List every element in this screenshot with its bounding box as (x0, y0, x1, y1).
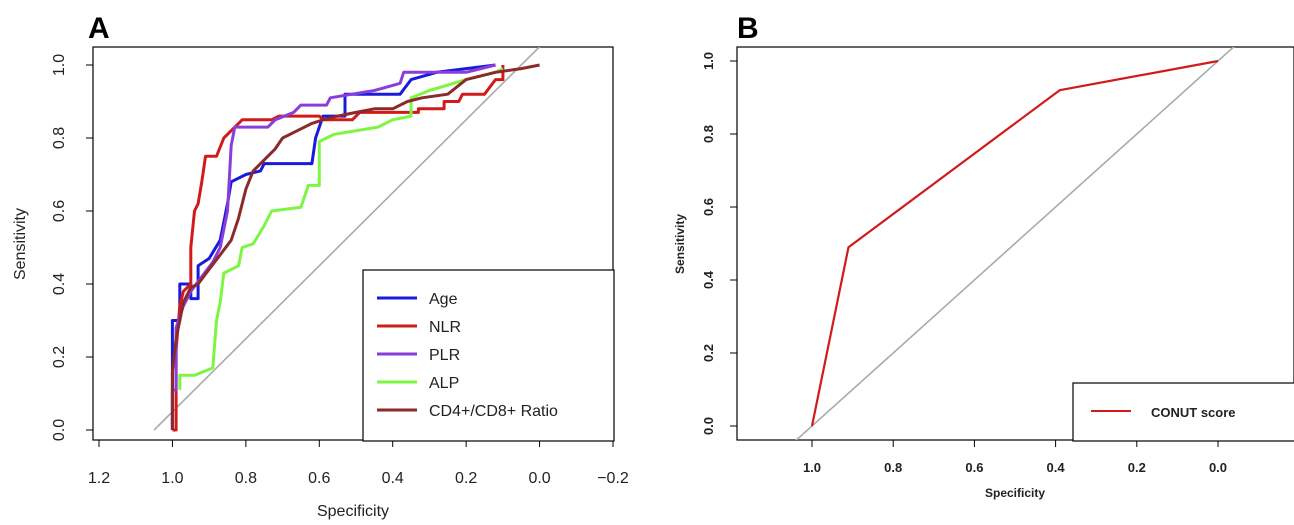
x-tick-label: 0.0 (528, 470, 550, 487)
panel-a-legend: Age NLR PLR ALP CD4+/CD8+ Ratio (362, 269, 615, 442)
panel-b-y-axis: 0.0 0.2 0.4 0.6 0.8 1.0 (701, 52, 738, 435)
panel-b-x-axis: 1.0 0.8 0.6 0.4 0.2 0.0 (803, 439, 1227, 475)
y-tick-label: 0.4 (701, 270, 716, 289)
panel-a-reference-diagonal (153, 47, 541, 431)
legend-label-nlr: NLR (429, 319, 461, 336)
x-tick-label: 1.0 (803, 460, 821, 475)
y-tick-label: 0.8 (701, 125, 716, 143)
x-tick-label: 1.0 (161, 470, 183, 487)
panel-b-legend: CONUT score (1072, 382, 1294, 442)
y-tick-label: 0.8 (51, 127, 68, 149)
y-tick-label: 0.0 (701, 417, 716, 435)
series-line-nlr (172, 65, 505, 432)
legend-label-conut-score: CONUT score (1151, 405, 1236, 420)
panel-a: A 1.2 1.0 0.8 0.6 0.4 0.2 0.0 −0.2 0.0 0.2 0.4 0.6… (12, 12, 629, 520)
y-tick-label: 1.0 (701, 52, 716, 70)
x-tick-label: 0.4 (1047, 460, 1066, 475)
panel-a-letter: A (88, 12, 110, 45)
x-tick-label: 0.4 (382, 470, 404, 487)
y-tick-label: 0.6 (51, 200, 68, 222)
legend-label-plr: PLR (429, 347, 460, 364)
panel-a-x-axis: 1.2 1.0 0.8 0.6 0.4 0.2 0.0 −0.2 (88, 439, 629, 487)
series-line-conut-score (810, 59, 1219, 427)
panel-a-y-axis-title: Sensitivity (12, 208, 29, 280)
y-tick-label: 1.0 (51, 54, 68, 76)
panel-a-reference-layer (153, 47, 541, 431)
y-tick-label: 0.6 (701, 198, 716, 216)
y-tick-label: 0.2 (51, 346, 68, 368)
y-tick-label: 0.4 (51, 273, 68, 295)
panel-b-y-axis-title: Sensitivity (673, 214, 687, 274)
x-tick-label: 1.2 (88, 470, 110, 487)
y-tick-label: 0.2 (701, 344, 716, 362)
legend-label-age: Age (429, 291, 458, 308)
series-line-alp (178, 67, 504, 390)
x-tick-label: 0.0 (1209, 460, 1227, 475)
panel-b-reference-diagonal (795, 47, 1235, 440)
panel-a-x-axis-title: Specificity (317, 503, 389, 520)
panel-a-series-layer (170, 63, 540, 432)
panel-b-reference-layer (795, 47, 1235, 440)
x-tick-label: 0.2 (455, 470, 477, 487)
x-tick-label: 0.6 (965, 460, 983, 475)
x-tick-label: −0.2 (597, 470, 629, 487)
panel-b: B 1.0 0.8 0.6 0.4 0.2 0.0 0.00.20.40.60.81.0 … (673, 12, 1294, 500)
y-tick-label: 0.0 (51, 419, 68, 441)
panel-b-letter: B (737, 12, 759, 45)
panel-b-x-axis-title: Specificity (985, 486, 1045, 500)
series-line-cd4-cd8-ratio (170, 63, 540, 430)
x-tick-label: 0.8 (235, 470, 257, 487)
legend-label-cd4-cd8-ratio: CD4+/CD8+ Ratio (429, 403, 558, 420)
panel-b-series-layer (810, 59, 1219, 427)
x-tick-label: 0.2 (1128, 460, 1146, 475)
x-tick-label: 0.6 (308, 470, 330, 487)
panel-a-y-axis: 0.0 0.2 0.4 0.6 0.8 1.0 (51, 54, 94, 441)
x-tick-label: 0.8 (884, 460, 902, 475)
legend-label-alp: ALP (429, 375, 459, 392)
